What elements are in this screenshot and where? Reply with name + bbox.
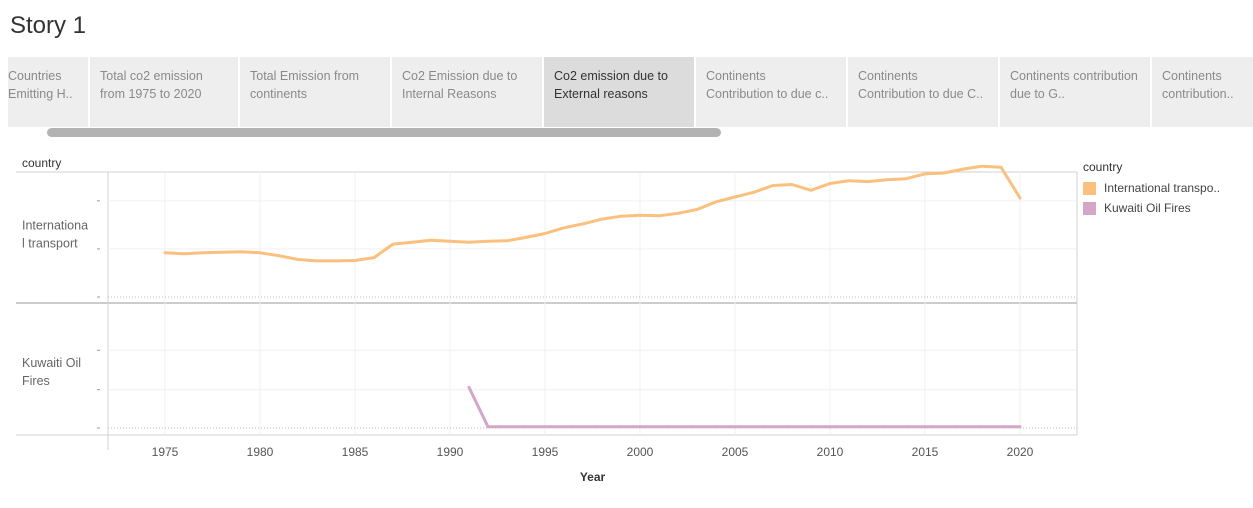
x-tick-label: 2020: [1007, 445, 1034, 459]
story-tab-label: Continents Contribution to due c..: [706, 69, 829, 101]
story-tab-5[interactable]: Co2 emission due to External reasons: [544, 57, 694, 127]
story-tab-label: Total co2 emission from 1975 to 2020: [100, 69, 203, 101]
legend-swatch: [1083, 201, 1096, 215]
x-tick-label: 2010: [817, 445, 844, 459]
legend-item-kuwaiti-oil-fires[interactable]: Kuwaiti Oil Fires: [1083, 198, 1253, 218]
x-tick-label: 1975: [152, 445, 179, 459]
story-tab-9[interactable]: Continents contribution..: [1152, 57, 1253, 127]
story-tab-7[interactable]: Continents Contribution to due C..: [848, 57, 998, 127]
tabs-scrollbar[interactable]: [47, 128, 721, 137]
panel-label-line: Fires: [22, 374, 50, 388]
legend-title: country: [1083, 160, 1123, 174]
x-tick-label: 2000: [627, 445, 654, 459]
row-header-label: country: [22, 156, 61, 170]
x-tick-label: 1985: [342, 445, 369, 459]
story-tab-6[interactable]: Continents Contribution to due c..: [696, 57, 846, 127]
series-line-kuwaiti-oil-fires: [467, 385, 1022, 429]
story-title: Story 1: [10, 12, 87, 39]
story-tab-8[interactable]: Continents contribution due to G..: [1000, 57, 1150, 127]
story-tab-label: Co2 emission due to External reasons: [554, 69, 668, 101]
story-tab-4[interactable]: Co2 Emission due to Internal Reasons: [392, 57, 542, 127]
story-tab-1[interactable]: Countries Emitting H..: [8, 57, 88, 127]
legend: country International transpo.. Kuwaiti …: [1083, 160, 1253, 218]
x-tick-label: 2005: [722, 445, 749, 459]
story-tab-2[interactable]: Total co2 emission from 1975 to 2020: [90, 57, 238, 127]
story-tab-label: Total Emission from continents: [250, 69, 360, 101]
panel-label-line: l transport: [22, 237, 78, 251]
legend-label: Kuwaiti Oil Fires: [1104, 201, 1191, 215]
story-tab-3[interactable]: Total Emission from continents: [240, 57, 390, 127]
x-tick-label: 2015: [912, 445, 939, 459]
legend-label: International transpo..: [1104, 181, 1221, 195]
story-tab-label: Continents Contribution to due C..: [858, 69, 984, 101]
story-tab-label: Continents contribution..: [1162, 69, 1234, 101]
x-tick-label: 1990: [437, 445, 464, 459]
legend-item-international-transport[interactable]: International transpo..: [1083, 178, 1253, 198]
story-tabs: Countries Emitting H.. Total co2 emission…: [8, 57, 1253, 127]
x-axis-title: Year: [580, 470, 606, 484]
story-tab-label: Countries Emitting H..: [8, 69, 73, 101]
panel-label-line: Kuwaiti Oil: [22, 356, 81, 370]
series-line-international-transport: [163, 164, 1022, 263]
legend-swatch: [1083, 181, 1096, 195]
story-tab-label: Continents contribution due to G..: [1010, 69, 1138, 101]
line-chart: country 1975 1980 1985 1990 1995 2000 2005 2010 2…: [16, 156, 1078, 484]
x-tick-label: 1980: [247, 445, 274, 459]
panel-label-line: Internationa: [22, 219, 88, 233]
story-tab-label: Co2 Emission due to Internal Reasons: [402, 69, 518, 101]
x-tick-label: 1995: [532, 445, 559, 459]
